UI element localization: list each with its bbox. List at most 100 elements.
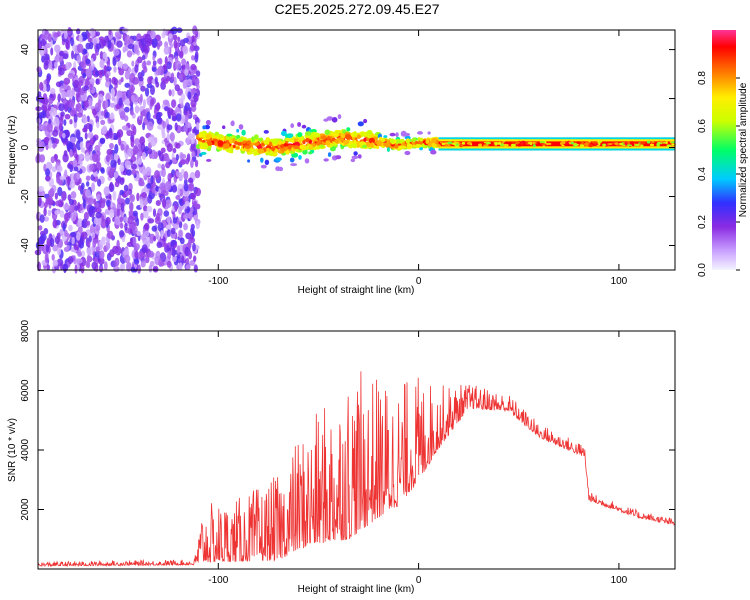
heatmap-steady-cell [570, 142, 575, 145]
heatmap-trace-cell [217, 140, 224, 147]
heatmap-trace-cell [407, 143, 411, 148]
heatmap-trace-cell [205, 119, 211, 126]
heatmap-noise-cell [81, 218, 88, 229]
heatmap-noise-cell [140, 142, 146, 152]
heatmap-noise-cell [88, 235, 92, 243]
heatmap-noise-cell [109, 102, 115, 108]
heatmap-noise-cell [159, 151, 164, 162]
heatmap-steady-cell [523, 142, 527, 145]
heatmap-trace-cell [395, 138, 401, 144]
heatmap-trace-cell [271, 146, 276, 152]
heatmap-noise-cell [181, 58, 187, 66]
heatmap-noise-cell [46, 196, 54, 205]
heatmap-noise-cell [151, 225, 157, 232]
heatmap-trace-cell [366, 129, 373, 136]
heatmap-noise-cell [100, 110, 105, 116]
heatmap-noise-cell [95, 31, 101, 37]
heatmap-noise-cell [48, 139, 53, 149]
heatmap-trace-cell [357, 121, 364, 127]
heatmap-trace-cell [361, 144, 367, 149]
heatmap-trace-cell [387, 139, 391, 146]
heatmap-noise-cell [144, 33, 151, 44]
heatmap-noise-cell [187, 240, 192, 249]
heatmap-noise-cell [110, 159, 117, 168]
heatmap-noise-cell [136, 192, 140, 202]
heatmap-noise-cell [108, 29, 112, 36]
heatmap-noise-cell [170, 227, 176, 235]
heatmap-noise-cell [56, 30, 61, 37]
heatmap-noise-cell [153, 235, 157, 242]
heatmap-noise-cell [124, 106, 130, 113]
heatmap-noise-cell [187, 177, 194, 184]
heatmap-trace-cell [316, 140, 322, 146]
heatmap-noise-cell [156, 241, 163, 248]
heatmap-noise-cell [99, 239, 106, 246]
heatmap-noise-cell [103, 261, 108, 271]
heatmap-trace-cell [253, 134, 259, 140]
heatmap-steady-cell [494, 142, 498, 146]
heatmap-trace-cell [302, 139, 306, 145]
heatmap-noise-cell [46, 110, 50, 118]
heatmap-trace-cell [230, 121, 235, 126]
heatmap-noise-cell [52, 259, 59, 267]
heatmap-noise-cell [118, 136, 122, 146]
heatmap-noise-cell [57, 93, 61, 103]
heatmap-noise-cell [144, 230, 150, 238]
heatmap-trace-cell [395, 132, 399, 138]
heatmap-noise-cell [76, 172, 80, 180]
heatmap-noise-cell [88, 144, 93, 152]
heatmap-noise-cell [140, 85, 146, 92]
heatmap-cells [34, 25, 677, 274]
heatmap-trace-cell [200, 151, 207, 155]
heatmap-noise-cell [153, 266, 158, 272]
heatmap-noise-cell [194, 53, 199, 63]
heatmap-steady-cell [447, 141, 453, 144]
heatmap-trace-cell [201, 142, 208, 148]
heatmap-noise-cell [185, 264, 191, 270]
heatmap-steady-cell [671, 141, 676, 143]
heatmap-noise-cell [146, 205, 153, 213]
heatmap-noise-cell [76, 43, 84, 53]
heatmap-noise-cell [106, 148, 113, 156]
heatmap-noise-cell [182, 45, 189, 55]
heatmap-steady-cell [486, 141, 491, 145]
heatmap-noise-cell [70, 191, 77, 199]
heatmap-noise-cell [148, 264, 153, 273]
heatmap-noise-cell [89, 83, 93, 91]
heatmap-noise-cell [130, 138, 135, 148]
heatmap-noise-cell [133, 44, 139, 55]
snr-y-label: SNR (10 * v/v) [7, 418, 18, 482]
snr-panel: -100 0 100 2000 4000 6000 8000 Height of stra… [7, 319, 676, 595]
heatmap-noise-cell [37, 185, 45, 192]
heatmap-noise-cell [52, 219, 58, 229]
heatmap-noise-cell [179, 159, 186, 165]
heatmap-noise-cell [183, 196, 189, 202]
heatmap-trace-cell [263, 139, 270, 145]
heatmap-noise-cell [141, 109, 147, 117]
heatmap-noise-cell [184, 116, 189, 126]
heatmap-noise-cell [38, 154, 46, 163]
heatmap-trace-cell [214, 141, 218, 147]
heatmap-trace-cell [310, 129, 317, 133]
heatmap-noise-cell [119, 263, 125, 272]
heatmap-noise-cell [59, 210, 65, 218]
heatmap-noise-cell [85, 58, 91, 65]
heatmap-steady-cell [620, 143, 623, 146]
heatmap-noise-cell [125, 262, 132, 272]
heatmap-trace-cell [402, 142, 405, 146]
heatmap-steady-cell [660, 140, 663, 144]
heatmap-steady-cell [478, 143, 482, 147]
heatmap-noise-cell [62, 222, 66, 232]
heatmap-steady-cell [640, 141, 646, 145]
heatmap-trace-cell [297, 132, 303, 138]
heatmap-noise-cell [113, 152, 118, 162]
heatmap-noise-cell [114, 31, 122, 38]
heatmap-noise-cell [44, 53, 50, 61]
heatmap-noise-cell [78, 185, 82, 191]
heatmap-noise-cell [183, 109, 188, 116]
spectrogram-y-ticks: -40 -20 0 20 40 [20, 44, 675, 253]
heatmap-noise-cell [96, 121, 100, 129]
heatmap-noise-cell [112, 56, 117, 67]
heatmap-noise-cell [131, 223, 136, 232]
heatmap-noise-cell [79, 88, 85, 96]
